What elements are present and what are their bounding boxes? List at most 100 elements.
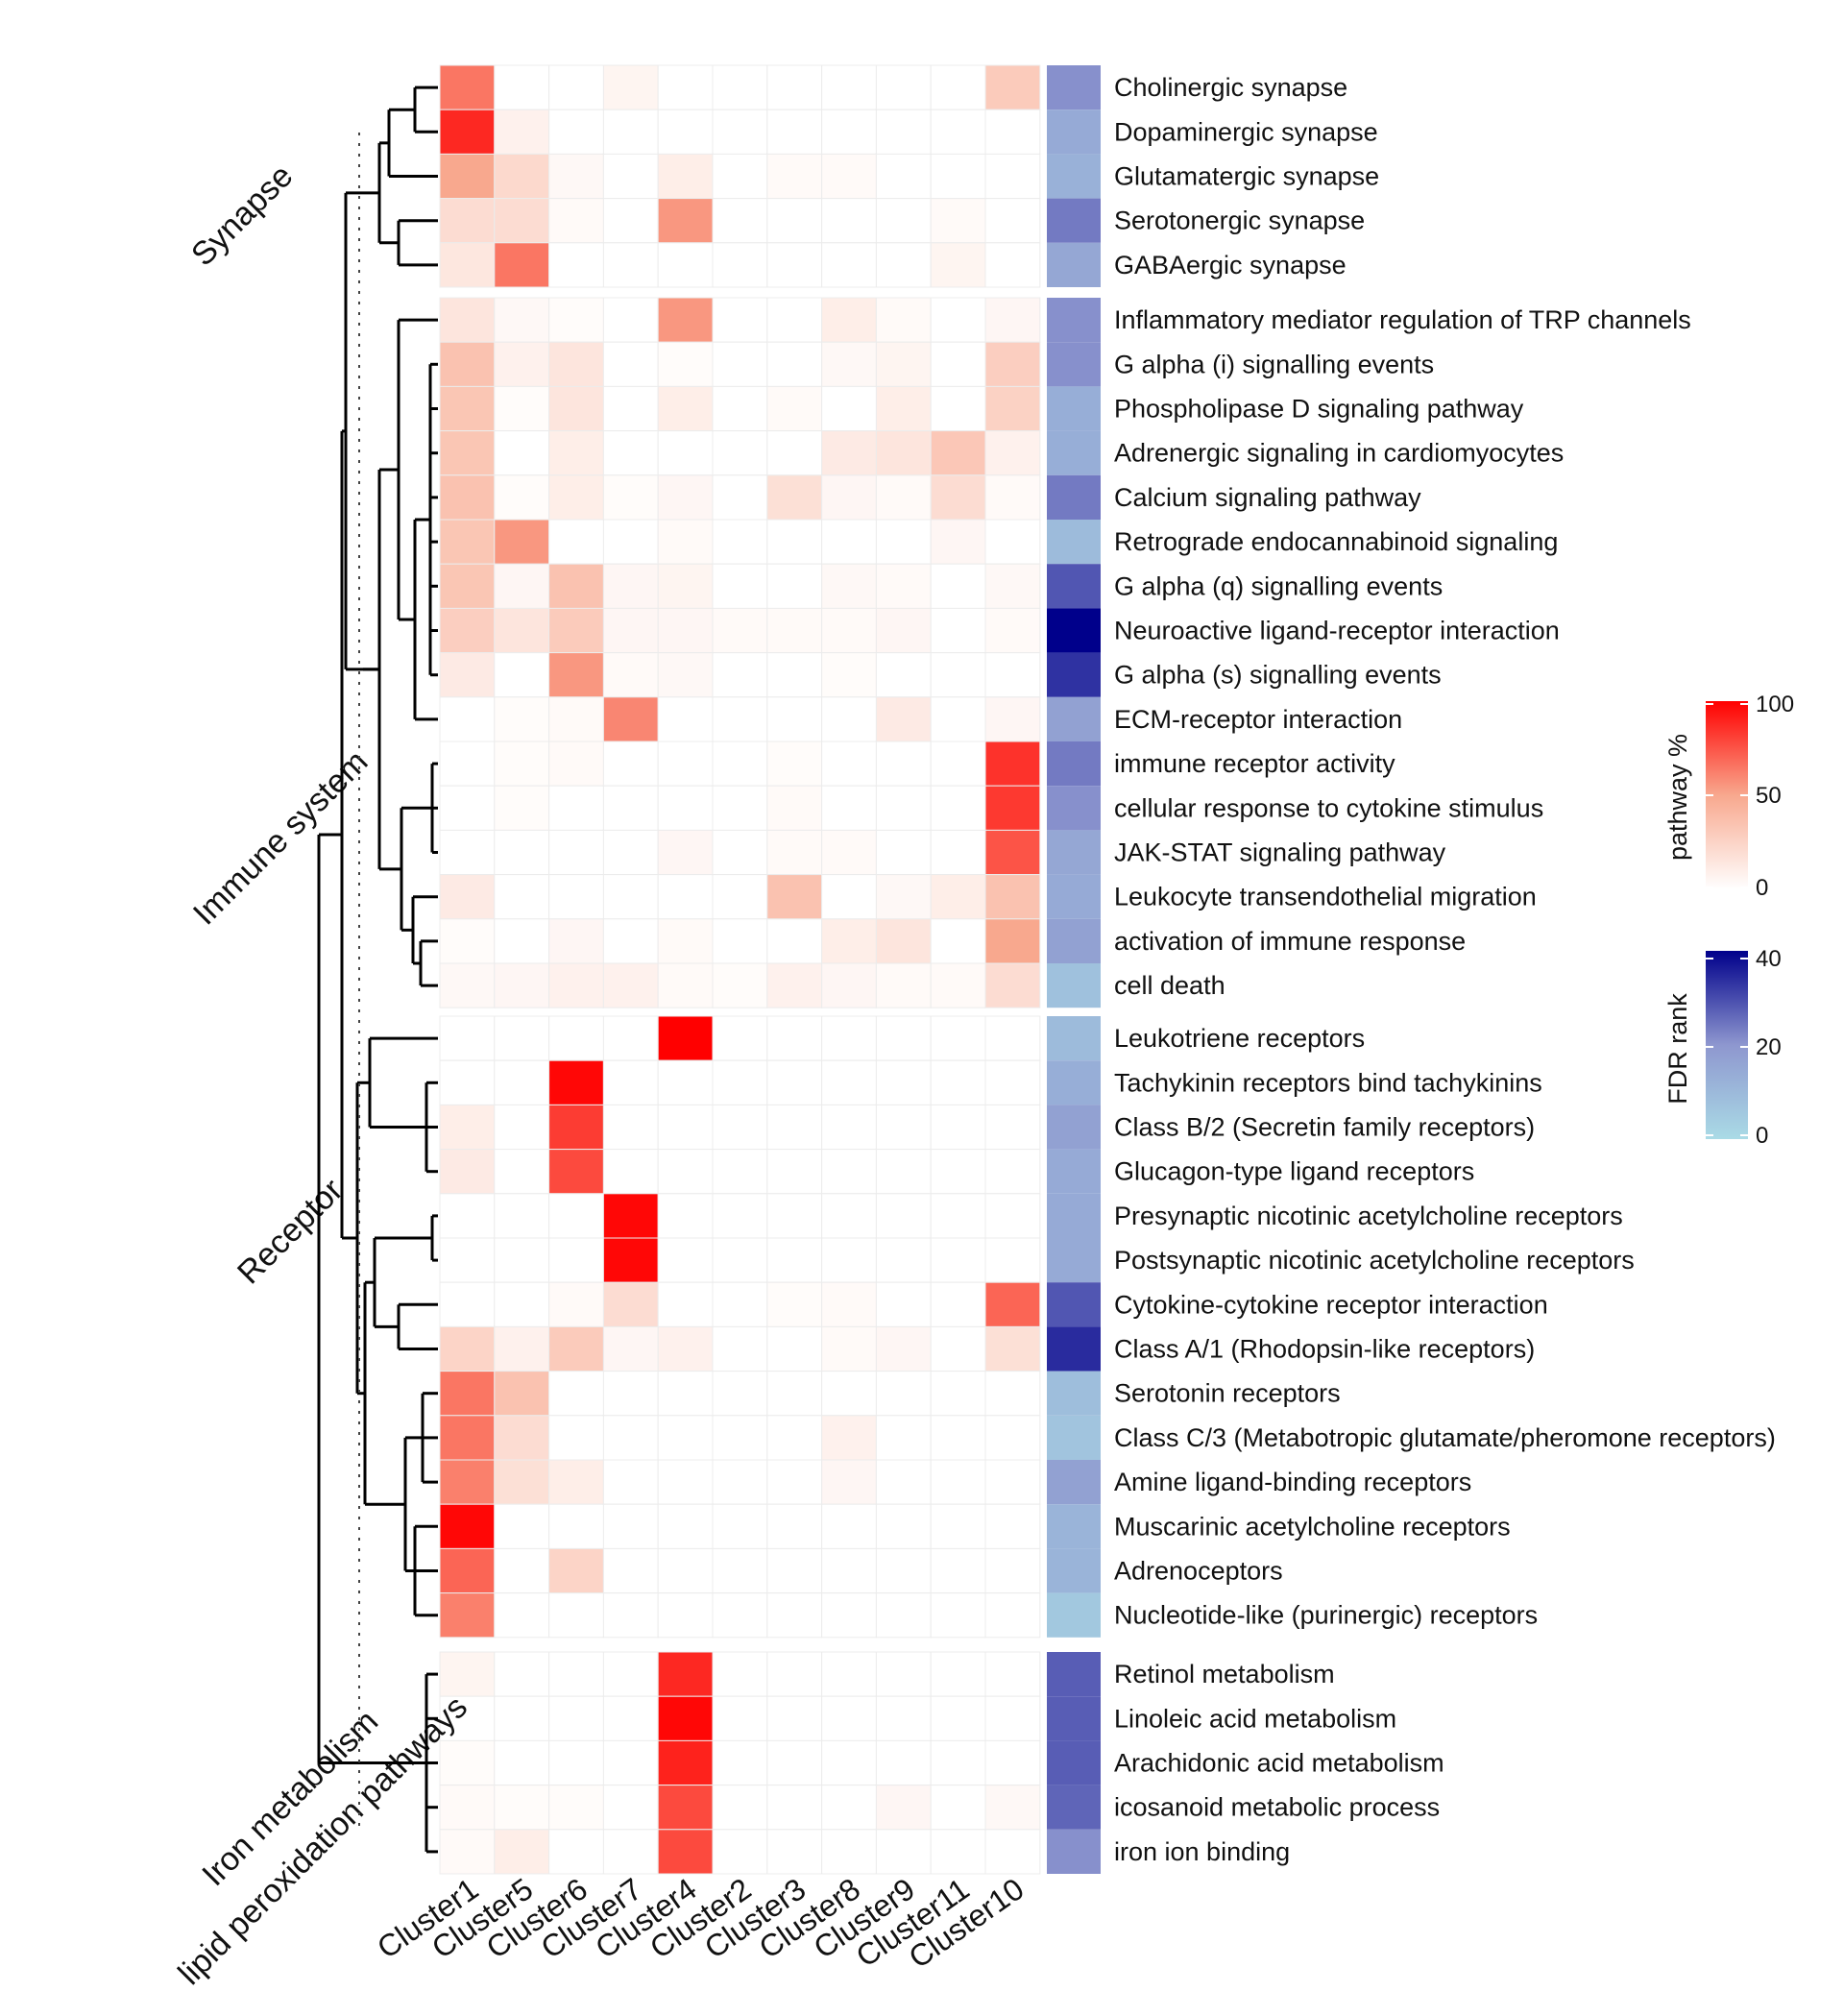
heat-cell [657,430,714,476]
heat-cell [494,962,550,1008]
heat-cell [657,785,714,831]
fdr-cell [1047,1504,1101,1549]
heat-cell [548,430,604,476]
heat-cell [875,652,932,698]
heat-cell [984,341,1041,387]
heat-cell [821,1651,877,1697]
heat-cell [548,1695,604,1741]
pathway-tick-label: 100 [1756,692,1794,717]
heat-cell [439,153,496,200]
heat-cell [712,198,768,244]
heat-cell [548,1193,604,1239]
heat-cell [875,741,932,787]
heat-cell [712,64,768,110]
heat-cell [548,153,604,200]
heat-cell [548,1739,604,1786]
heat-cell [984,1651,1041,1697]
heat-cell [712,563,768,609]
heat-cell [494,474,550,521]
heat-cell [602,1785,659,1831]
heat-cell [766,198,823,244]
heat-cell [875,1325,932,1372]
row-label: G alpha (s) signalling events [1114,661,1442,690]
heat-cell [439,1193,496,1239]
heat-cell [439,198,496,244]
heat-cell [821,1237,877,1283]
heat-cell [875,1059,932,1105]
heat-cell [712,1059,768,1105]
heat-cell [439,1104,496,1151]
heat-cell [712,874,768,920]
heat-cell [602,829,659,876]
heat-cell [439,64,496,110]
heat-cell [875,297,932,343]
heat-cell [984,563,1041,609]
fdr-cell [1047,1652,1101,1697]
row-label: Calcium signaling pathway [1114,483,1421,512]
heat-cell [602,385,659,432]
heat-cell [821,829,877,876]
heat-cell [875,341,932,387]
group-label: Receptor [230,1172,350,1291]
heat-cell [930,652,986,698]
heat-cell [657,109,714,155]
heat-cell [712,519,768,565]
heat-cell [712,696,768,742]
heat-cell [875,1785,932,1831]
heat-cell [984,607,1041,654]
heat-cell [548,519,604,565]
heat-cell [602,785,659,831]
heat-cell [548,696,604,742]
heat-cell [930,1695,986,1741]
row-label: Leukotriene receptors [1114,1024,1365,1053]
fdr-cell [1047,65,1101,110]
heat-cell [602,1547,659,1594]
heat-cell [494,1281,550,1327]
heat-cell [439,1415,496,1461]
heat-cell [930,297,986,343]
heat-cell [548,198,604,244]
fdr-cell [1047,608,1101,653]
heat-cell [548,1829,604,1875]
heat-cell [821,474,877,521]
heat-cell [875,607,932,654]
heat-cell [930,474,986,521]
fdr-cell [1047,1149,1101,1194]
heat-cell [766,1459,823,1505]
heat-cell [494,607,550,654]
heat-cell [494,153,550,200]
heat-cell [712,1281,768,1327]
heat-cell [657,242,714,288]
heat-cell [657,563,714,609]
heat-cell [602,1193,659,1239]
heat-cell [766,1547,823,1594]
heat-cell [821,1547,877,1594]
row-label: Amine ligand-binding receptors [1114,1468,1471,1496]
heat-cell [657,1829,714,1875]
heat-cell [766,696,823,742]
heat-cell [930,1015,986,1061]
heat-cell [439,563,496,609]
fdr-cell [1047,1060,1101,1105]
heat-cell [657,519,714,565]
heat-cell [439,1547,496,1594]
fdr-cell [1047,1193,1101,1238]
heat-cell [439,1651,496,1697]
heat-cell [984,652,1041,698]
heat-cell [930,696,986,742]
heat-cell [439,297,496,343]
heat-cell [984,1149,1041,1195]
heat-cell [984,1459,1041,1505]
fdr-cell [1047,963,1101,1008]
heat-cell [930,519,986,565]
heat-cell [984,696,1041,742]
heat-cell [766,652,823,698]
heat-cell [930,829,986,876]
heat-cell [766,109,823,155]
heat-cell [494,430,550,476]
row-label: Nucleotide-like (purinergic) receptors [1114,1601,1538,1630]
heat-cell [875,1193,932,1239]
heat-cell [821,1739,877,1786]
heat-cell [930,1785,986,1831]
